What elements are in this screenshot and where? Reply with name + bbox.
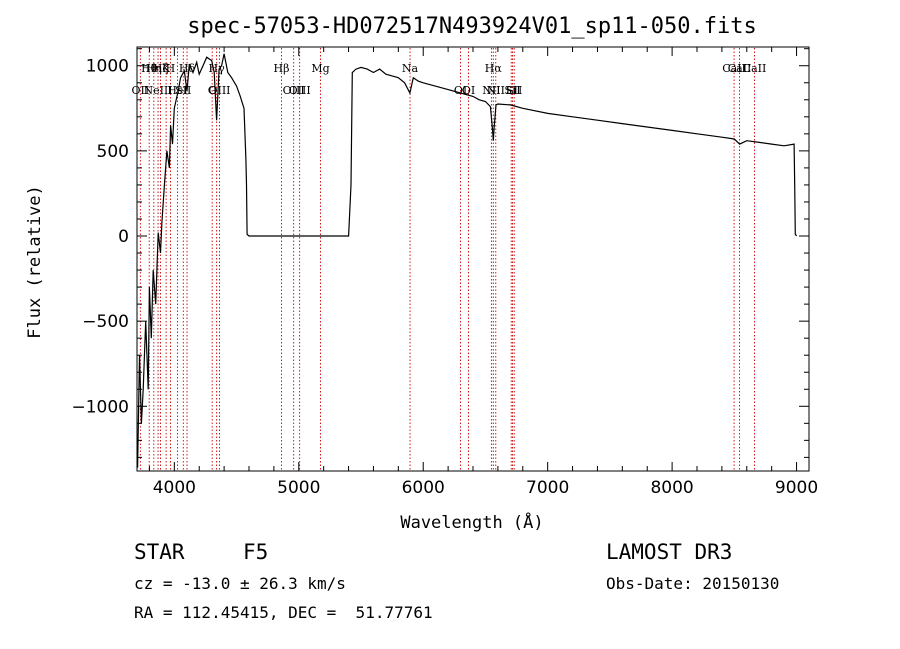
x-tick-label: 4000 (153, 478, 196, 498)
line-marker-label: NeIII (143, 84, 172, 97)
line-marker-label: OIII (289, 84, 311, 97)
redshift-text: cz = -13.0 ± 26.3 km/s (134, 574, 346, 593)
x-tick-label: 8000 (650, 478, 693, 498)
survey-name: LAMOST DR3 (606, 540, 733, 564)
line-marker-label: OII (132, 84, 150, 97)
line-marker-label: NII (487, 84, 505, 97)
line-marker-label: Hβ (274, 62, 290, 75)
y-tick-label: 0 (118, 227, 129, 247)
line-marker-label: Hδ (179, 62, 196, 75)
coordinates-text: RA = 112.45415, DEC = 51.77761 (134, 603, 433, 622)
line-marker-label: H (166, 62, 176, 75)
line-markers (139, 48, 755, 470)
line-marker-label: Hγ (209, 62, 226, 75)
y-tick-label: −1000 (71, 397, 129, 417)
line-marker-label: HeI (167, 84, 187, 97)
line-marker-label: CaII (722, 62, 746, 75)
y-axis-ticks: −1000 −500 0 500 1000 (71, 48, 809, 458)
line-marker-label: Hα (485, 62, 503, 75)
line-marker-label: OIII (208, 84, 230, 97)
y-tick-label: 1000 (86, 57, 129, 77)
x-tick-label: 6000 (402, 478, 445, 498)
x-tick-label: 5000 (277, 478, 320, 498)
y-axis-label: Flux (relative) (25, 185, 45, 339)
line-marker-label: G (208, 84, 217, 97)
line-marker-label: SII (504, 84, 520, 97)
line-marker-label: Na (402, 62, 419, 75)
y-tick-label: −500 (82, 312, 129, 332)
object-subclass: F5 (243, 540, 269, 564)
y-tick-label: 500 (97, 142, 129, 162)
line-marker-label: Hη (146, 62, 162, 75)
x-axis-ticks: 4000 5000 6000 7000 8000 9000 (148, 47, 818, 498)
obs-date-text: Obs-Date: 20150130 (606, 574, 780, 593)
chart-title: spec-57053-HD072517N493924V01_sp11-050.f… (187, 14, 757, 39)
line-marker-label: CaII (728, 62, 752, 75)
line-marker-label: Hζ (153, 62, 169, 75)
line-marker-label: NII (482, 84, 500, 97)
line-marker-label: Mg (311, 62, 329, 75)
x-tick-label: 9000 (775, 478, 818, 498)
object-class: STAR (134, 540, 185, 564)
spectrum-line (137, 53, 798, 468)
plot-frame (136, 46, 810, 472)
line-marker-label: Li (506, 84, 517, 97)
x-tick-label: 7000 (526, 478, 569, 498)
line-marker-label: OIII (283, 84, 305, 97)
line-marker-label: K (162, 62, 171, 75)
line-marker-label: CaII (743, 62, 767, 75)
x-axis-label: Wavelength (Å) (400, 511, 543, 533)
line-marker-label: SII (506, 84, 522, 97)
